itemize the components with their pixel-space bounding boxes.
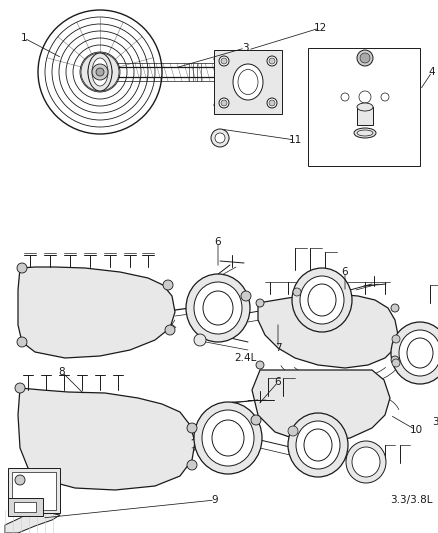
Circle shape	[267, 56, 277, 66]
Circle shape	[269, 100, 275, 106]
Text: 6: 6	[342, 267, 348, 277]
Ellipse shape	[194, 402, 262, 474]
Text: 11: 11	[288, 135, 302, 145]
Text: 3.0L: 3.0L	[432, 417, 438, 427]
Circle shape	[15, 475, 25, 485]
Text: 12: 12	[313, 23, 327, 33]
Ellipse shape	[296, 421, 340, 469]
Circle shape	[194, 334, 206, 346]
Ellipse shape	[352, 447, 380, 477]
Text: 2.4L: 2.4L	[234, 353, 256, 363]
Ellipse shape	[292, 268, 352, 332]
Circle shape	[92, 64, 108, 80]
Ellipse shape	[88, 53, 112, 91]
Text: 6: 6	[215, 237, 221, 247]
Ellipse shape	[354, 128, 376, 138]
Circle shape	[211, 129, 229, 147]
Ellipse shape	[288, 413, 348, 477]
Polygon shape	[18, 267, 175, 358]
Text: 1: 1	[21, 33, 27, 43]
Ellipse shape	[194, 282, 242, 334]
Ellipse shape	[202, 410, 254, 466]
Text: 8: 8	[59, 367, 65, 377]
Bar	[14, 502, 36, 512]
Circle shape	[17, 263, 27, 273]
Polygon shape	[258, 294, 398, 368]
Circle shape	[256, 361, 264, 369]
Circle shape	[165, 325, 175, 335]
Circle shape	[288, 426, 298, 436]
Circle shape	[392, 335, 400, 343]
Ellipse shape	[346, 441, 386, 483]
Circle shape	[360, 53, 370, 63]
Circle shape	[96, 68, 104, 76]
Circle shape	[357, 50, 373, 66]
Circle shape	[267, 98, 277, 108]
Circle shape	[15, 383, 25, 393]
Text: 9: 9	[212, 495, 218, 505]
Bar	[357, 107, 373, 125]
Circle shape	[392, 359, 400, 367]
Circle shape	[17, 337, 27, 347]
Circle shape	[187, 423, 197, 433]
Circle shape	[221, 100, 227, 106]
Polygon shape	[356, 86, 374, 108]
Bar	[308, 48, 420, 166]
Bar	[8, 498, 43, 516]
Ellipse shape	[399, 330, 438, 376]
Circle shape	[219, 98, 229, 108]
Ellipse shape	[233, 64, 263, 100]
Circle shape	[256, 299, 264, 307]
Text: 3: 3	[242, 43, 248, 53]
Bar	[214, 50, 282, 114]
Circle shape	[219, 56, 229, 66]
Text: 6: 6	[275, 377, 281, 387]
Ellipse shape	[300, 276, 344, 324]
Text: 4: 4	[429, 67, 435, 77]
Circle shape	[221, 58, 227, 64]
Circle shape	[241, 291, 251, 301]
Text: 10: 10	[410, 425, 423, 435]
Ellipse shape	[357, 103, 373, 111]
Text: 3.3/3.8L: 3.3/3.8L	[390, 495, 432, 505]
Text: 7: 7	[275, 343, 281, 353]
Ellipse shape	[92, 58, 108, 86]
Bar	[8, 468, 60, 513]
Circle shape	[81, 53, 119, 91]
Ellipse shape	[391, 322, 438, 384]
Bar	[12, 472, 56, 510]
Polygon shape	[5, 510, 60, 533]
Circle shape	[88, 60, 112, 84]
Circle shape	[187, 460, 197, 470]
Circle shape	[359, 91, 371, 103]
Polygon shape	[252, 370, 390, 442]
Circle shape	[215, 133, 225, 143]
Circle shape	[293, 288, 301, 296]
Circle shape	[391, 356, 399, 364]
Ellipse shape	[186, 274, 250, 342]
Polygon shape	[18, 388, 195, 490]
Circle shape	[391, 304, 399, 312]
Circle shape	[269, 58, 275, 64]
Circle shape	[163, 280, 173, 290]
Circle shape	[251, 415, 261, 425]
